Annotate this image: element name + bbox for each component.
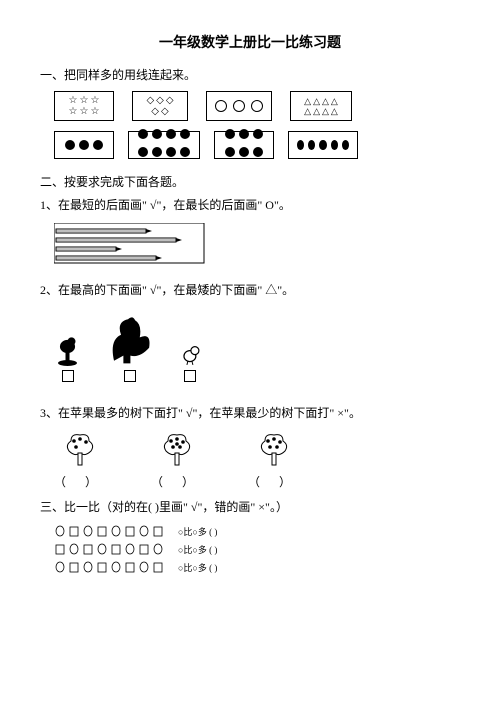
- shape-box-triangles: △△△△△△△△: [290, 91, 352, 121]
- section-3-heading: 三、比一比（对的在( )里画" √"，错的画" ×"。）: [40, 498, 460, 515]
- trees-figure: （ ） （ ） （ ）: [54, 431, 460, 490]
- answer-box[interactable]: [184, 370, 196, 382]
- animal-icon: [107, 314, 154, 366]
- answer-paren[interactable]: （ ）: [151, 473, 202, 490]
- animal-col: [180, 344, 200, 382]
- svg-text:○比○多 ( ): ○比○多 ( ): [178, 562, 217, 573]
- answer-box[interactable]: [124, 370, 136, 382]
- animal-col: [54, 336, 81, 382]
- dot-box: [214, 131, 274, 159]
- q2-text: 2、在最高的下面画" √"，在最矮的下面画" △"。: [40, 281, 460, 298]
- tree-col: （ ）: [248, 431, 299, 490]
- section-1-heading: 一、把同样多的用线连起来。: [40, 66, 460, 83]
- pencils-figure: [54, 223, 460, 269]
- bottom-dot-row: [54, 131, 460, 159]
- q1-text: 1、在最短的后面画" √"，在最长的后面画" O"。: [40, 196, 460, 213]
- animal-icon: [180, 344, 200, 366]
- shape-box-diamonds: ◇◇◇◇◇: [132, 91, 188, 121]
- tree-col: （ ）: [54, 431, 105, 490]
- dot-box: [288, 131, 358, 159]
- animal-icon: [54, 336, 81, 366]
- section-3: 三、比一比（对的在( )里画" √"，错的画" ×"。） ○比○多 ( )○比○…: [40, 498, 460, 587]
- compare-figure: ○比○多 ( ) ○比○多 ( ) ○比○多 ( ): [54, 521, 460, 587]
- top-shape-row: ☆☆☆☆☆☆ ◇◇◇◇◇ △△△△△△△△: [54, 91, 460, 121]
- answer-paren[interactable]: （ ）: [248, 473, 299, 490]
- animal-col: [107, 314, 154, 382]
- answer-box[interactable]: [62, 370, 74, 382]
- animals-figure: [54, 314, 460, 382]
- q3-text: 3、在苹果最多的树下面打" √"，在苹果最少的树下面打" ×"。: [40, 404, 460, 421]
- svg-text:○比○多 ( ): ○比○多 ( ): [178, 526, 217, 537]
- section-2: 二、按要求完成下面各题。 1、在最短的后面画" √"，在最长的后面画" O"。 …: [40, 173, 460, 490]
- section-1: 一、把同样多的用线连起来。 ☆☆☆☆☆☆ ◇◇◇◇◇ △△△△△△△△: [40, 66, 460, 159]
- page-title: 一年级数学上册比一比练习题: [40, 32, 460, 52]
- dot-box: [54, 131, 114, 159]
- tree-icon: [257, 431, 291, 467]
- dot-box: [128, 131, 200, 159]
- answer-paren[interactable]: （ ）: [54, 473, 105, 490]
- svg-text:○比○多 ( ): ○比○多 ( ): [178, 544, 217, 555]
- tree-col: （ ）: [151, 431, 202, 490]
- tree-icon: [63, 431, 97, 467]
- shape-box-circles: [206, 91, 272, 121]
- section-2-heading: 二、按要求完成下面各题。: [40, 173, 460, 190]
- tree-icon: [160, 431, 194, 467]
- shape-box-stars: ☆☆☆☆☆☆: [54, 91, 114, 121]
